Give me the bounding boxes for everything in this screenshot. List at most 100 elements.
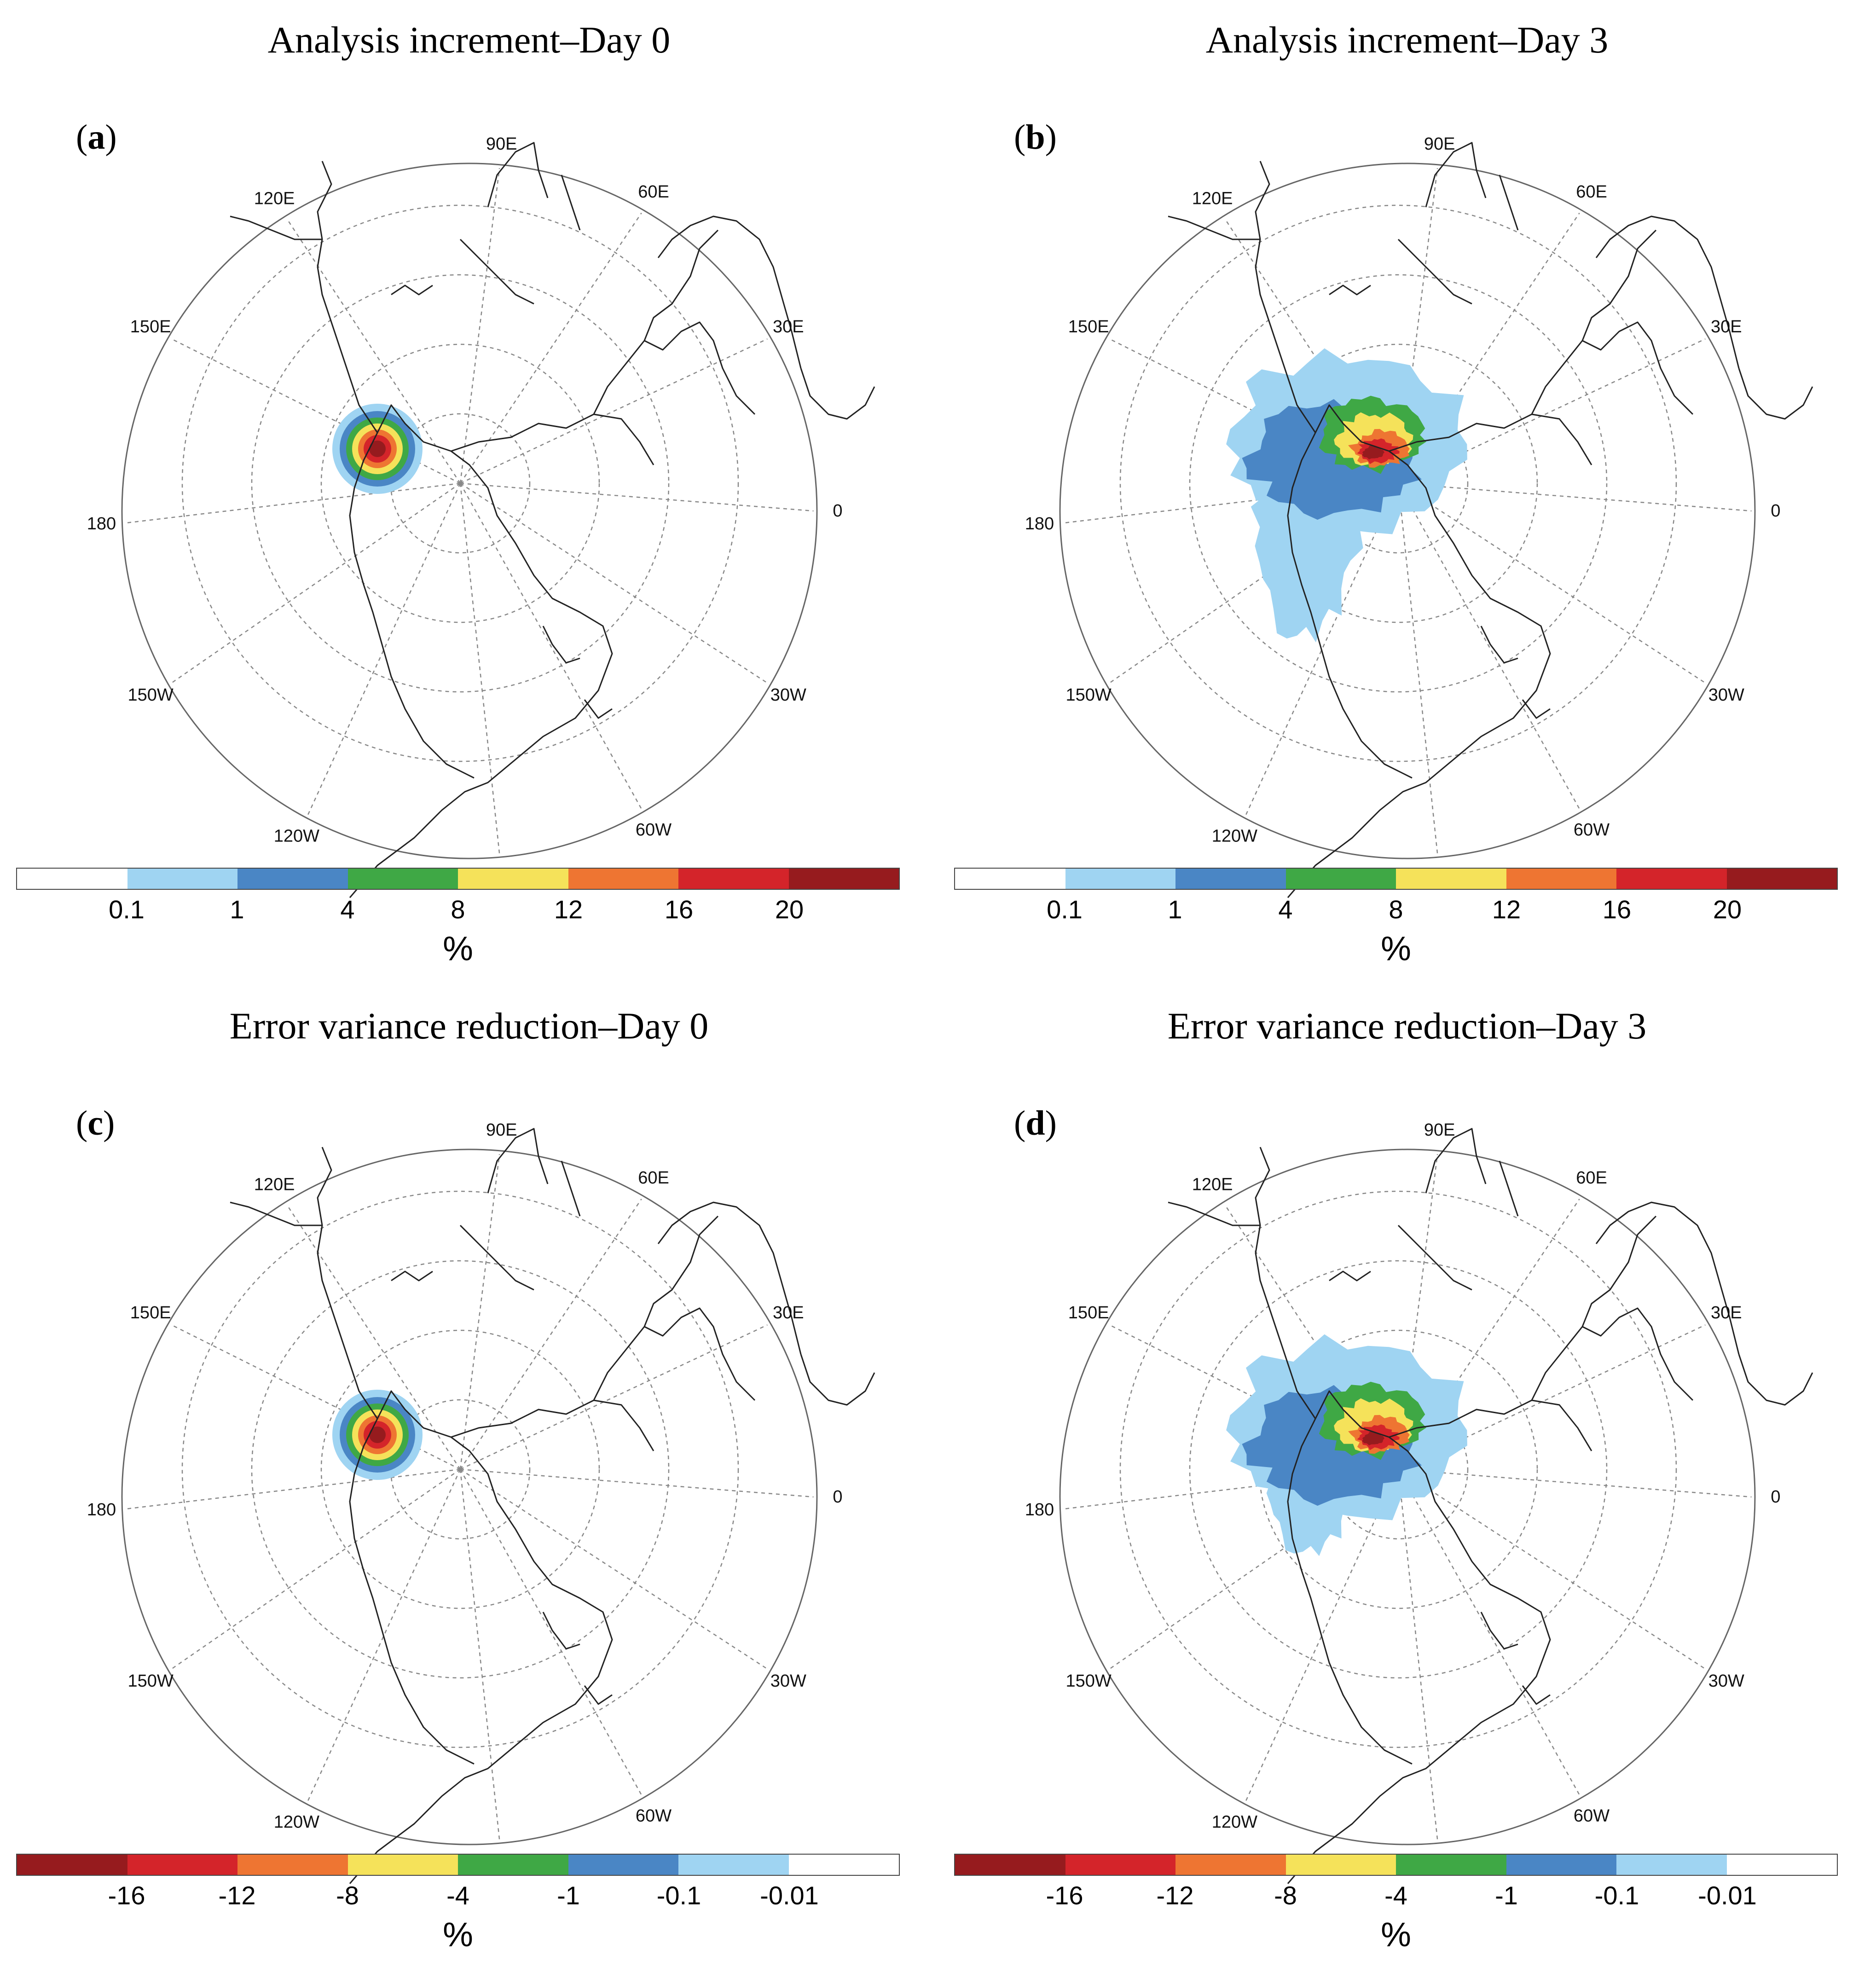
meridian-line [1397,1469,1580,1795]
colorbar-tick-label: -16 [108,1881,145,1910]
latitude-circle [181,1190,739,1748]
colorbar-swatch [127,1855,237,1875]
meridian-line [286,219,461,484]
meridian-line [459,1469,642,1795]
colorbar-swatch [1175,869,1286,889]
coastline [1595,215,1740,369]
coastline [1255,161,1316,433]
meridian-line [307,1469,461,1801]
longitude-label: 150W [128,685,174,705]
latitude-circle [390,413,531,554]
meridian-line [459,483,500,854]
colorbar-tick-label: 4 [1278,895,1293,924]
meridian-line [459,1469,500,1840]
colorbar-swatch [1065,1855,1175,1875]
latitude-circle [251,274,670,693]
panel-title: Error variance reduction–Day 0 [229,1005,709,1047]
latitude-circle [1189,1260,1608,1679]
latitude-circle [320,1329,600,1609]
panel-letter: (d) [1014,1104,1057,1143]
coastline [451,1399,654,1451]
colorbar [16,1854,900,1876]
coastline [542,1612,580,1650]
longitude-label: 60E [638,182,669,202]
colorbar-tick-label: 20 [1713,895,1742,924]
coastline [459,1224,534,1291]
colorbar-tick-label: 12 [554,895,583,924]
longitude-label: 180 [1025,514,1054,534]
colorbar-tick-label: 16 [1602,895,1632,924]
meridian-line [460,1324,768,1470]
longitude-label: 150W [1066,1671,1112,1691]
coastline [1329,1270,1371,1282]
longitude-label: 90E [1424,1120,1455,1140]
colorbar-swatch [1726,1855,1837,1875]
coastline [1499,1160,1519,1217]
longitude-label: 60E [1576,182,1607,202]
colorbar-swatch [1726,869,1837,889]
coastline [230,215,322,240]
coastline [1287,1436,1551,1884]
panel-title: Error variance reduction–Day 3 [1167,1005,1647,1047]
colorbar-swatch [237,869,348,889]
increment-contour [1362,1431,1385,1445]
longitude-label: 60E [1576,1168,1607,1188]
longitude-label: 180 [87,514,116,534]
longitude-label: 60W [636,1806,672,1826]
longitude-label: 90E [486,134,517,154]
latitude-circle [390,1399,531,1540]
coastline [1531,1215,1657,1401]
colorbar-tick-label: 1 [1168,895,1182,924]
meridian-line [1397,1469,1438,1840]
coastline [1522,1685,1551,1705]
longitude-label: 0 [1771,501,1780,521]
coastline [800,368,875,420]
colorbar-swatch [568,869,678,889]
coastline [1329,284,1371,296]
meridian-line [125,1468,461,1510]
coastline [487,1128,549,1194]
longitude-label: 60E [638,1168,669,1188]
colorbar-swatch [1285,1855,1396,1875]
colorbar-swatch [458,869,568,889]
longitude-label: 120W [274,1812,319,1832]
coastlines [1168,1128,1813,1884]
longitude-label: 90E [1424,134,1455,154]
panel-letter: (a) [76,118,117,157]
colorbar-swatch [347,869,458,889]
colorbar-swatch [955,869,1065,889]
panel-title: Analysis increment–Day 0 [267,19,671,61]
coastline [584,699,613,719]
colorbar-tick-label: -16 [1046,1881,1083,1910]
meridian-line [1063,482,1399,524]
coastline [1389,1399,1592,1451]
coastline [561,174,581,231]
meridian-line [1398,1468,1752,1498]
colorbar-tick-label: 0.1 [109,895,145,924]
colorbar [954,1854,1838,1876]
contour-field [332,1390,423,1480]
coastline [657,215,802,369]
meridian-line [459,1154,500,1470]
coastline [349,450,613,898]
colorbar-swatch [17,1855,127,1875]
meridian-line [1398,482,1752,512]
colorbar-tick-label: -4 [1384,1881,1407,1910]
colorbar-swatch [788,869,899,889]
meridian-line [459,212,642,484]
colorbar-tick-label: 1 [230,895,244,924]
coastline [317,161,378,433]
coastline [1480,1612,1518,1650]
longitude-label: 30W [770,685,806,705]
contour-field [1226,348,1467,643]
colorbar-swatch [237,1855,348,1875]
longitude-label: 180 [1025,1500,1054,1520]
longitude-label: 150E [1068,1303,1109,1322]
meridian-line [459,483,642,809]
meridian-line [1398,1324,1706,1470]
increment-contour [369,441,386,457]
longitude-label: 30W [770,1671,806,1691]
coastline [487,142,549,208]
colorbar-tick-label: -0.01 [760,1881,819,1910]
longitude-label: 0 [1771,1487,1780,1507]
